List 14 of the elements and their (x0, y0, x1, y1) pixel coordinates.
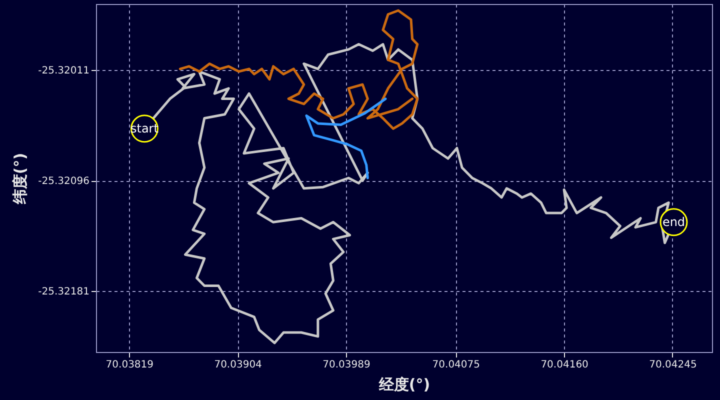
x-tick-label: 70.03989 (322, 360, 370, 370)
line-series (305, 98, 387, 180)
annotation: end (662, 215, 686, 230)
x-tick-label: 70.04075 (432, 360, 480, 370)
x-tick-label: 70.04160 (540, 360, 588, 370)
y-axis-title: 纬度(°) (11, 152, 30, 206)
y-tick-label: -25.32011 (38, 66, 90, 77)
line-series (178, 9, 419, 130)
x-tick-label: 70.03904 (214, 360, 262, 370)
y-tick-label: -25.32181 (38, 286, 90, 298)
x-tick-label: 70.03819 (106, 360, 154, 370)
x-axis-title: 经度(°) (378, 376, 430, 394)
y-tick-label: -25.32096 (38, 176, 90, 188)
x-tick-label: 70.04245 (649, 360, 697, 370)
